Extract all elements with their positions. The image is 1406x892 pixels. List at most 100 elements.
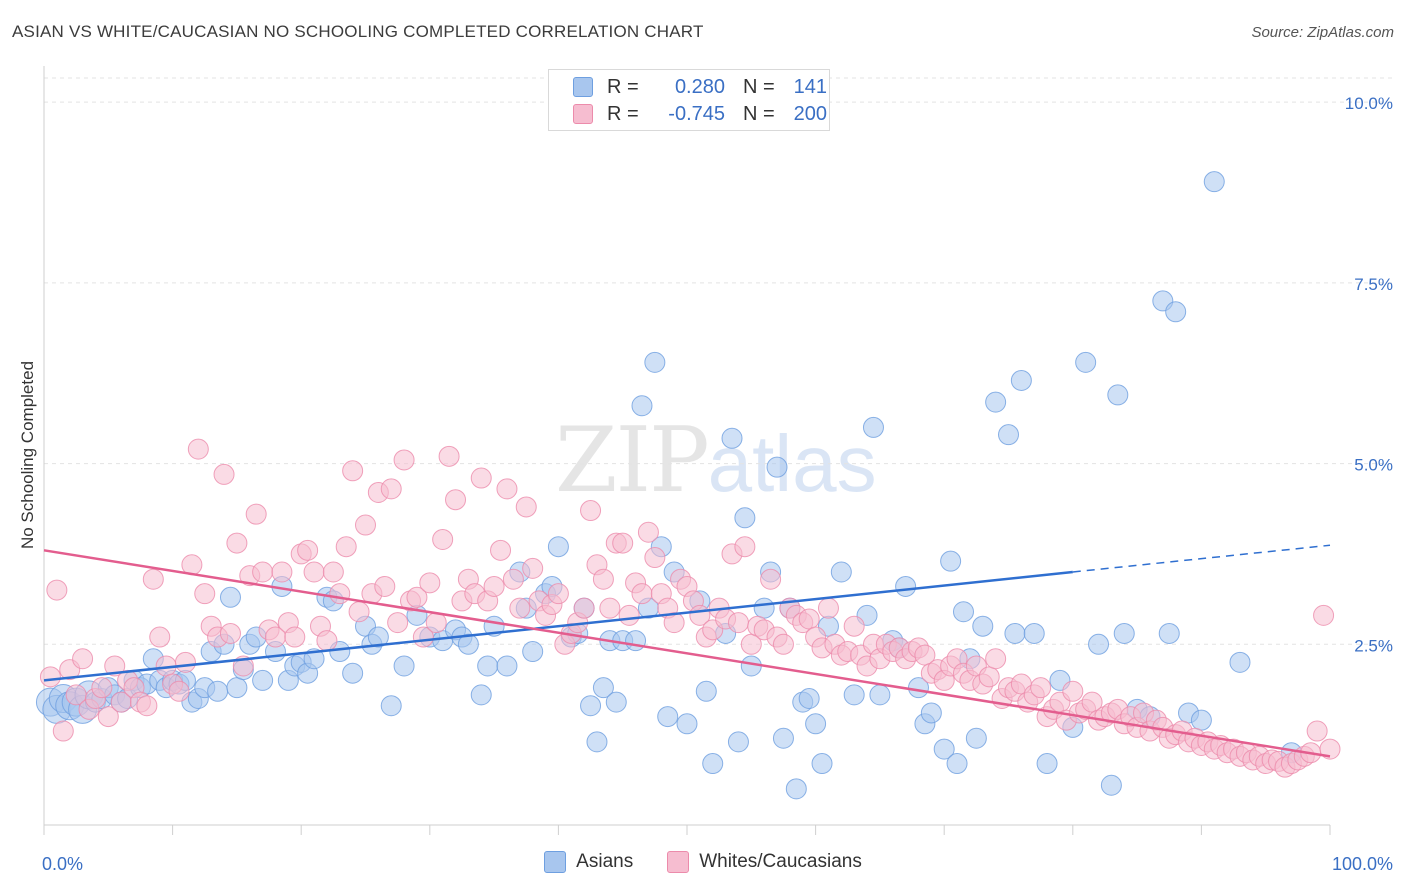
white-point (985, 648, 1007, 670)
y-tick-label: 5.0% (1354, 456, 1393, 475)
asian-point (946, 753, 968, 775)
asian-trendline-extension (1072, 544, 1331, 573)
white-point (329, 583, 351, 605)
legend-swatch-asians (573, 77, 593, 97)
asian-point (721, 427, 743, 449)
asian-point (219, 586, 241, 608)
asian-point (644, 351, 666, 373)
white-point (1062, 680, 1084, 702)
asian-point (843, 684, 865, 706)
white-point (136, 695, 158, 717)
asian-point (753, 597, 775, 619)
x-tick-label: 100.0% (1332, 854, 1393, 874)
asian-point (785, 778, 807, 800)
white-point (374, 575, 396, 597)
asian-point (1190, 709, 1212, 731)
asian-point (1100, 774, 1122, 796)
asian-point (862, 416, 884, 438)
white-point (727, 612, 749, 634)
white-point (470, 467, 492, 489)
asian-point (940, 550, 962, 572)
legend-n-value: 141 (793, 75, 827, 98)
white-point (226, 532, 248, 554)
asian-point (496, 655, 518, 677)
white-point (425, 612, 447, 634)
white-point (490, 539, 512, 561)
legend-r-label: R = (607, 75, 639, 98)
white-point (104, 655, 126, 677)
chart-title: ASIAN VS WHITE/CAUCASIAN NO SCHOOLING CO… (12, 22, 704, 41)
white-point (271, 561, 293, 583)
series-legend-whites[interactable]: Whites/Caucasians (667, 851, 862, 873)
white-point (522, 557, 544, 579)
legend-r-value: 0.280 (674, 75, 725, 98)
source-label: Source: ZipAtlas.com (1251, 24, 1394, 41)
asian-point (657, 706, 679, 728)
white-point (432, 528, 454, 550)
white-point (509, 597, 531, 619)
asian-point (1113, 622, 1135, 644)
series-legend: Asians Whites/Caucasians (0, 851, 1406, 873)
white-point (406, 586, 428, 608)
asian-point (367, 626, 389, 648)
asian-point (1004, 622, 1026, 644)
white-point (252, 561, 274, 583)
white-point (734, 536, 756, 558)
white-point (194, 583, 216, 605)
asian-point (342, 662, 364, 684)
white-point (644, 547, 666, 569)
white-point (1319, 738, 1341, 760)
series-label-asians: Asians (576, 851, 634, 872)
asian-point (734, 507, 756, 529)
asian-point (522, 641, 544, 663)
asian-point (798, 688, 820, 709)
asian-point (547, 536, 569, 558)
white-trendline (43, 549, 1331, 758)
asian-point (676, 713, 698, 735)
legend-row-asians: R = 0.280 N = 141 (573, 75, 827, 99)
asian-point (695, 680, 717, 702)
white-point (515, 496, 537, 518)
asian-point (1036, 753, 1058, 775)
white-point (91, 677, 113, 699)
white-point (419, 572, 441, 594)
asian-point (393, 655, 415, 677)
white-point (39, 666, 61, 688)
asian-point (830, 561, 852, 583)
asian-point (477, 655, 499, 677)
white-point (303, 561, 325, 583)
white-point (316, 630, 338, 652)
asian-point (631, 395, 653, 417)
asian-point (952, 601, 974, 623)
white-point (149, 626, 171, 648)
asian-point (1165, 301, 1187, 323)
white-point (573, 597, 595, 619)
x-tick-label: 0.0% (42, 854, 83, 874)
white-point (496, 478, 518, 500)
white-point (219, 622, 241, 644)
white-point (355, 514, 376, 536)
legend-n-label: N = (743, 75, 775, 98)
white-point (348, 601, 370, 623)
white-point (438, 445, 460, 467)
asian-point (252, 669, 274, 691)
asian-point (1010, 369, 1032, 391)
watermark-zip: ZIP (555, 408, 710, 513)
asian-point (207, 680, 229, 702)
asian-point (772, 727, 794, 749)
white-point (387, 612, 409, 634)
white-point (142, 568, 164, 590)
white-point (168, 680, 190, 702)
asian-point (605, 691, 627, 713)
asian-point (805, 713, 827, 735)
white-point (322, 561, 344, 583)
white-point (599, 597, 621, 619)
white-point (978, 666, 1000, 688)
asian-point (1075, 351, 1097, 373)
asian-point (1229, 651, 1251, 673)
legend-swatch-whites (573, 104, 593, 124)
series-legend-asians[interactable]: Asians (544, 851, 633, 873)
asian-point (811, 753, 833, 775)
white-point (97, 706, 119, 728)
